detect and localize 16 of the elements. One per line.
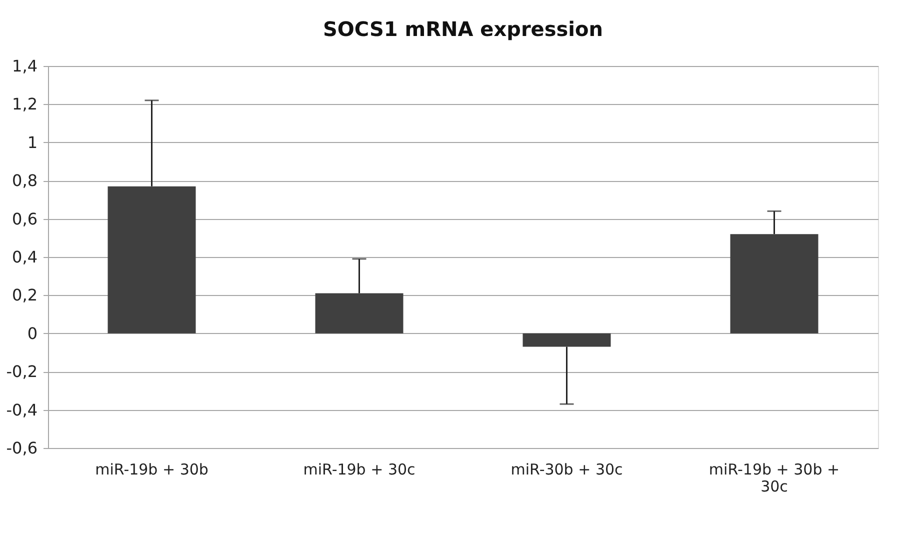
- chart-title: SOCS1 mRNA expression: [322, 17, 604, 41]
- y-tick-label: -0,4: [6, 400, 38, 420]
- y-tick-label: -0,6: [6, 438, 38, 458]
- x-tick-label: miR-19b + 30b: [95, 460, 208, 478]
- y-tick-label: -0,2: [6, 362, 38, 382]
- x-tick-label: miR-19b + 30c: [303, 460, 416, 478]
- y-tick-label: 0,6: [12, 209, 38, 228]
- y-tick-label: 0,2: [12, 286, 38, 305]
- y-tick-label: 1,4: [12, 56, 38, 76]
- y-tick-label: 1,2: [12, 94, 38, 114]
- x-tick-label: miR-19b + 30b + 30c: [708, 460, 840, 496]
- y-tick-label: 0,8: [12, 171, 38, 190]
- y-tick-label: 1: [27, 132, 38, 152]
- y-tick-label: 0: [27, 324, 38, 343]
- x-tick-label: miR-30b + 30c: [510, 460, 623, 478]
- y-tick-label: 0,4: [12, 248, 38, 266]
